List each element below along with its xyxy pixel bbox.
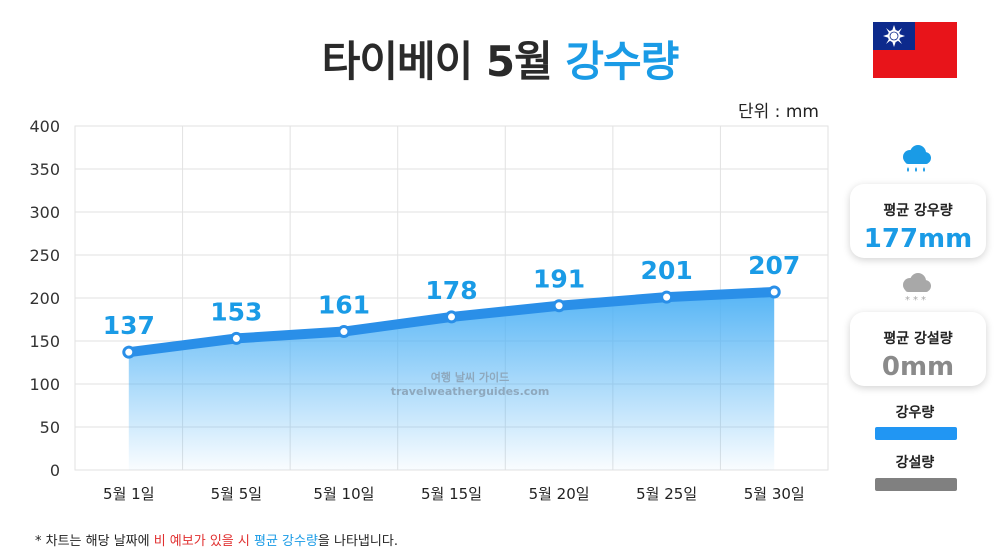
footnote: * 차트는 해당 날짜에 비 예보가 있을 시 평균 강수량을 나타냅니다. [35, 530, 398, 549]
y-axis-ticks: 0 50 100 150 200 250 300 350 400 [29, 117, 60, 480]
legend-rain-label: 강우량 [895, 405, 935, 421]
data-point [122, 345, 136, 359]
watermark-line-2: travelweatherguides.com [391, 385, 550, 398]
precipitation-chart: 0 50 100 150 200 250 300 350 400 5월 1일 5월 5일 5월 10… [29, 117, 829, 503]
data-point [229, 331, 243, 345]
legend-snow-label: 강설량 [895, 455, 935, 471]
avg-snowfall-card: 평균 강설량 0mm [850, 312, 986, 386]
x-tick-label: 5월 15일 [421, 485, 482, 503]
title-main: 타이베이 5월 [321, 37, 553, 86]
data-point [660, 290, 674, 304]
x-tick-label: 5월 5일 [211, 485, 262, 503]
footnote-prefix: * 차트는 해당 날짜에 [35, 534, 154, 549]
y-tick-label: 50 [40, 418, 60, 437]
data-label: 201 [641, 256, 693, 285]
legend-snow-swatch [875, 478, 957, 491]
y-tick-label: 300 [29, 203, 60, 222]
y-tick-label: 100 [29, 375, 60, 394]
avg-rainfall-value: 177mm [863, 224, 973, 254]
data-point [552, 299, 566, 313]
svg-text:*: * [905, 295, 910, 304]
title-accent: 강수량 [565, 37, 679, 86]
x-tick-label: 5월 1일 [103, 485, 154, 503]
snow-cloud-icon: * * * [903, 273, 931, 304]
y-tick-label: 350 [29, 160, 60, 179]
data-points [122, 285, 781, 359]
avg-rainfall-card: 평균 강우량 177mm [850, 184, 986, 258]
taiwan-flag-icon [873, 22, 957, 78]
avg-rainfall-label: 평균 강우량 [883, 203, 953, 219]
svg-text:*: * [913, 295, 918, 304]
data-label: 191 [533, 265, 585, 294]
watermark-line-1: 여행 날씨 가이드 [431, 370, 510, 384]
y-tick-label: 400 [29, 117, 60, 136]
data-point [767, 285, 781, 299]
y-tick-label: 150 [29, 332, 60, 351]
data-point [445, 310, 458, 324]
y-tick-label: 250 [29, 246, 60, 265]
svg-text:*: * [921, 295, 926, 304]
x-axis-ticks: 5월 1일 5월 5일 5월 10일 5월 15일 5월 20일 5월 25일 5월 30일 [103, 485, 805, 503]
x-tick-label: 5월 25일 [636, 485, 697, 503]
chart-title: 타이베이 5월 강수량 [0, 28, 1000, 89]
data-labels: 137 153 161 178 191 201 207 [103, 251, 801, 340]
x-tick-label: 5월 10일 [313, 485, 374, 503]
data-label: 137 [103, 311, 155, 340]
data-label: 153 [210, 297, 262, 326]
avg-snowfall-label: 평균 강설량 [883, 331, 953, 347]
x-tick-label: 5월 20일 [529, 485, 590, 503]
rain-cloud-icon [903, 145, 931, 172]
data-label: 207 [748, 251, 800, 280]
x-tick-label: 5월 30일 [744, 485, 805, 503]
data-label: 178 [425, 276, 477, 305]
y-tick-label: 200 [29, 289, 60, 308]
data-label: 161 [318, 291, 370, 320]
footnote-blue: 평균 강수량 [253, 534, 318, 549]
footnote-suffix: 을 나타냅니다. [317, 534, 398, 549]
footnote-red: 비 예보가 있을 시 [153, 534, 250, 549]
y-tick-label: 0 [50, 461, 60, 480]
unit-label: 단위 : mm [738, 102, 819, 122]
data-point [337, 325, 351, 339]
legend-rain-swatch [875, 427, 957, 440]
avg-snowfall-value: 0mm [881, 352, 955, 382]
